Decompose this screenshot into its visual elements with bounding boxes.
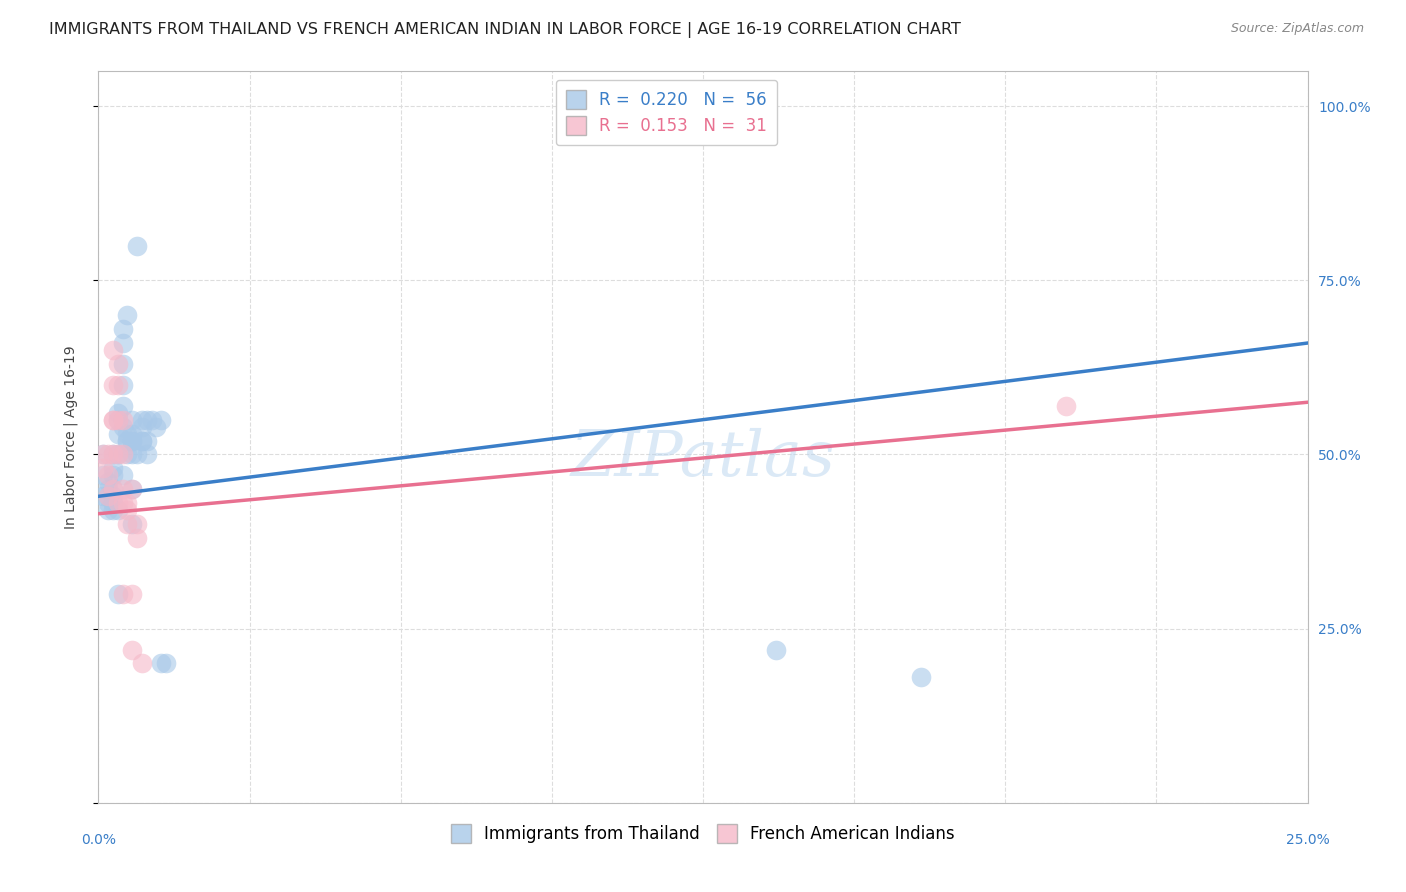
Point [101, 412, 124, 426]
Point [107, 587, 129, 601]
Point [101, 412, 124, 426]
Point [121, 483, 143, 497]
Point [117, 434, 139, 448]
Point [121, 426, 143, 441]
Point [131, 434, 153, 448]
Point [107, 503, 129, 517]
Point [150, 412, 173, 426]
Point [111, 412, 134, 426]
Point [101, 483, 124, 497]
Text: 25.0%: 25.0% [1285, 833, 1330, 847]
Point [117, 434, 139, 448]
Point [91, 448, 114, 462]
Point [101, 496, 124, 510]
Point [101, 377, 124, 392]
Point [117, 503, 139, 517]
Point [91, 461, 114, 475]
Point [107, 412, 129, 426]
Point [97, 489, 120, 503]
Text: 0.0%: 0.0% [82, 833, 115, 847]
Point [910, 670, 932, 684]
Point [131, 434, 153, 448]
Point [121, 448, 143, 462]
Text: IMMIGRANTS FROM THAILAND VS FRENCH AMERICAN INDIAN IN LABOR FORCE | AGE 16-19 CO: IMMIGRANTS FROM THAILAND VS FRENCH AMERI… [49, 22, 962, 38]
Point [131, 419, 153, 434]
Point [135, 448, 157, 462]
Point [101, 448, 124, 462]
Point [107, 377, 129, 392]
Point [97, 475, 120, 490]
Point [131, 657, 153, 671]
Point [97, 468, 120, 483]
Point [101, 503, 124, 517]
Point [107, 448, 129, 462]
Point [117, 517, 139, 532]
Point [97, 496, 120, 510]
Point [107, 496, 129, 510]
Point [111, 377, 134, 392]
Point [117, 448, 139, 462]
Point [127, 517, 149, 532]
Point [91, 468, 114, 483]
Point [141, 412, 163, 426]
Point [121, 587, 143, 601]
Point [97, 489, 120, 503]
Point [91, 448, 114, 462]
Point [117, 308, 139, 322]
Point [111, 468, 134, 483]
Point [101, 489, 124, 503]
Point [1054, 399, 1077, 413]
Point [111, 587, 134, 601]
Point [135, 434, 157, 448]
Point [121, 517, 143, 532]
Point [121, 434, 143, 448]
Point [97, 483, 120, 497]
Point [155, 657, 177, 671]
Point [111, 322, 134, 336]
Point [131, 412, 153, 426]
Point [107, 406, 129, 420]
Point [117, 496, 139, 510]
Point [101, 468, 124, 483]
Point [111, 448, 134, 462]
Legend: Immigrants from Thailand, French American Indians: Immigrants from Thailand, French America… [441, 814, 965, 853]
Point [150, 657, 173, 671]
Point [121, 434, 143, 448]
Y-axis label: In Labor Force | Age 16-19: In Labor Force | Age 16-19 [63, 345, 77, 529]
Point [97, 448, 120, 462]
Point [117, 426, 139, 441]
Point [107, 412, 129, 426]
Point [101, 461, 124, 475]
Point [111, 483, 134, 497]
Point [127, 238, 149, 252]
Point [135, 412, 157, 426]
Point [101, 483, 124, 497]
Point [91, 489, 114, 503]
Point [101, 448, 124, 462]
Point [765, 642, 787, 657]
Point [97, 503, 120, 517]
Point [121, 642, 143, 657]
Point [111, 496, 134, 510]
Point [107, 448, 129, 462]
Point [121, 483, 143, 497]
Point [111, 336, 134, 351]
Point [107, 357, 129, 371]
Point [121, 412, 143, 426]
Point [145, 419, 167, 434]
Point [127, 448, 149, 462]
Text: ZIPatlas: ZIPatlas [571, 428, 835, 490]
Point [101, 343, 124, 357]
Point [111, 357, 134, 371]
Point [107, 426, 129, 441]
Point [127, 531, 149, 545]
Point [111, 419, 134, 434]
Text: Source: ZipAtlas.com: Source: ZipAtlas.com [1230, 22, 1364, 36]
Point [111, 399, 134, 413]
